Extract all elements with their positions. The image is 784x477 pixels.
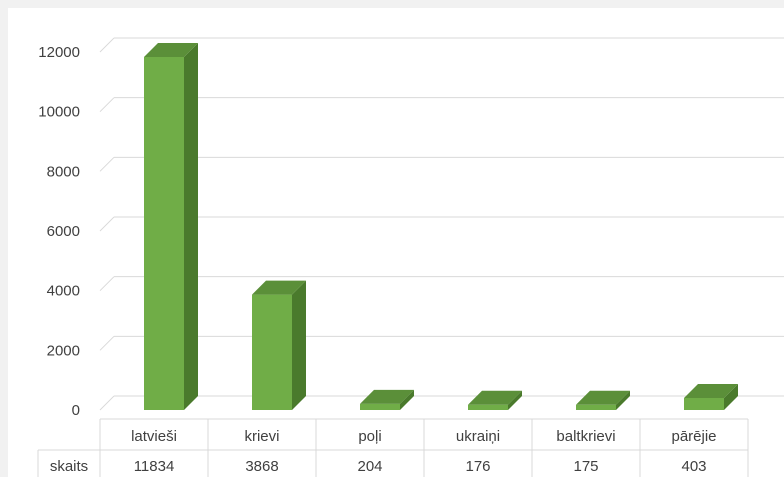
- bar-front: [144, 56, 184, 410]
- table-cell-value: 11834: [134, 458, 175, 475]
- gridline-diagonal: [99, 37, 115, 53]
- data-table: skaits latvieši 11834 krievi 3868 poļi 204 ukra…: [37, 418, 749, 477]
- gridline-diagonal: [99, 335, 115, 351]
- bar: [144, 42, 198, 410]
- bar-side: [400, 389, 414, 410]
- bars: [144, 42, 738, 410]
- bar-top: [144, 42, 198, 57]
- y-tick-label: 12000: [38, 44, 80, 61]
- bar-side: [508, 390, 522, 410]
- table-row-label: skaits: [50, 458, 88, 475]
- table-cell-value: 175: [573, 458, 598, 475]
- bar-side: [184, 42, 198, 410]
- gridline-diagonal: [99, 216, 115, 232]
- y-tick-label: 10000: [38, 104, 80, 121]
- y-tick-label: 6000: [47, 223, 80, 240]
- category-label: poļi: [358, 428, 381, 445]
- bar-front: [468, 404, 508, 410]
- gridline-diagonal: [99, 395, 115, 411]
- gridline-diagonal: [99, 276, 115, 292]
- bar-top: [360, 389, 414, 404]
- bar: [684, 383, 738, 410]
- bar-front: [360, 403, 400, 410]
- bar: [576, 390, 630, 410]
- bar-front: [576, 404, 616, 410]
- y-axis: 0 2000 4000 6000 8000 10000 12000: [38, 44, 80, 419]
- y-tick-label: 4000: [47, 283, 80, 300]
- category-label: krievi: [244, 428, 279, 445]
- y-tick-label: 0: [72, 402, 80, 419]
- bar-top: [684, 383, 738, 398]
- y-tick-label: 2000: [47, 342, 80, 359]
- category-label: ukraiņi: [456, 428, 500, 445]
- bar: [360, 389, 414, 410]
- bar-side: [616, 390, 630, 410]
- bar-side: [292, 280, 306, 410]
- y-tick-label: 8000: [47, 163, 80, 180]
- bar: [468, 390, 522, 410]
- category-label: pārējie: [671, 428, 716, 445]
- gridline-diagonal: [99, 156, 115, 172]
- bar-front: [684, 397, 724, 410]
- table-cell-value: 176: [465, 458, 490, 475]
- bar-top: [468, 390, 522, 405]
- table-cell-value: 3868: [245, 458, 278, 475]
- table-cell-value: 403: [681, 458, 706, 475]
- gridlines: [99, 37, 784, 411]
- gridline-diagonal: [99, 97, 115, 113]
- category-label: baltkrievi: [556, 428, 615, 445]
- table-cell-value: 204: [357, 458, 382, 475]
- bar-front: [252, 294, 292, 410]
- bar-side: [724, 383, 738, 410]
- bar-top: [252, 280, 306, 295]
- category-label: latvieši: [131, 428, 177, 445]
- bar-top: [576, 390, 630, 405]
- bar: [252, 280, 306, 410]
